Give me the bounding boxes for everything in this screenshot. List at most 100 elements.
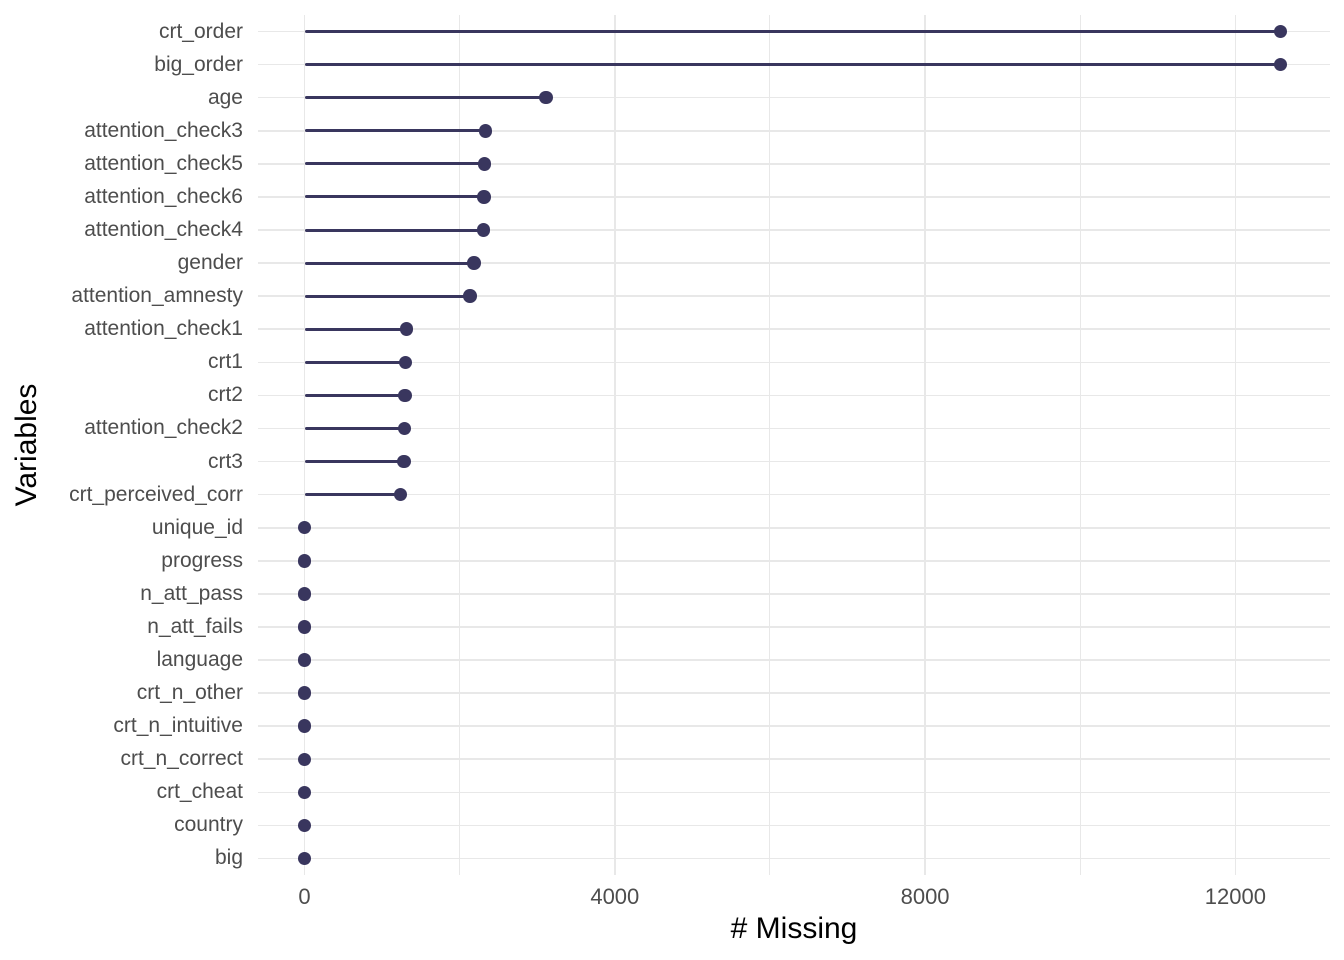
lollipop-dot	[297, 686, 312, 700]
row-gridline	[258, 328, 1330, 331]
lollipop-dot	[297, 587, 312, 601]
lollipop-row	[258, 478, 1330, 511]
lollipop-row	[258, 15, 1330, 48]
lollipop-dot	[297, 554, 312, 568]
y-tick-label: age	[207, 85, 243, 109]
lollipop-row	[258, 280, 1330, 313]
y-tick-label: crt_n_intuitive	[113, 714, 243, 738]
x-axis-title: # Missing	[730, 912, 858, 945]
y-tick-label: unique_id	[151, 515, 243, 539]
lollipop-dot	[393, 487, 408, 502]
y-tick-label: country	[174, 813, 243, 837]
x-minor-gridline	[459, 15, 461, 875]
lollipop-stick	[304, 195, 485, 199]
lollipop-dot	[476, 223, 491, 237]
x-major-gridline	[1234, 15, 1237, 875]
lollipop-dot	[397, 421, 412, 436]
row-gridline	[258, 229, 1330, 231]
lollipop-dot	[1273, 57, 1288, 72]
lollipop-row	[258, 511, 1330, 544]
x-tick-label: 4000	[590, 884, 640, 909]
row-gridline	[258, 758, 1330, 761]
lollipop-row	[258, 544, 1330, 577]
lollipop-dot	[398, 355, 413, 370]
plot-panel	[258, 15, 1330, 875]
lollipop-stick	[304, 261, 475, 265]
row-gridline	[258, 394, 1330, 397]
lollipop-row	[258, 412, 1330, 445]
row-gridline	[258, 593, 1330, 595]
row-gridline	[258, 295, 1330, 297]
y-tick-label: n_att_fails	[147, 614, 243, 638]
lollipop-row	[258, 743, 1330, 776]
row-gridline	[258, 460, 1330, 463]
lollipop-dot	[297, 851, 312, 866]
lollipop-dot	[297, 620, 312, 634]
lollipop-dot	[297, 653, 312, 667]
row-gridline	[258, 427, 1330, 430]
lollipop-row	[258, 842, 1330, 875]
y-tick-label: progress	[161, 548, 243, 572]
lollipop-row	[258, 313, 1330, 346]
row-gridline	[258, 493, 1330, 496]
y-tick-label: attention_check1	[84, 317, 243, 341]
y-tick-label: n_att_pass	[140, 581, 243, 605]
x-major-gridline	[614, 15, 616, 875]
x-minor-gridline	[1079, 15, 1081, 875]
y-tick-label: attention_check6	[84, 184, 243, 208]
lollipop-stick	[304, 162, 485, 166]
lollipop-stick	[304, 360, 406, 364]
lollipop-row	[258, 147, 1330, 180]
lollipop-row	[258, 247, 1330, 280]
lollipop-stick	[304, 96, 546, 100]
lollipop-dot	[467, 256, 481, 270]
y-tick-label: crt_order	[158, 19, 243, 43]
lollipop-dot	[297, 785, 312, 800]
lollipop-row	[258, 610, 1330, 643]
y-tick-label: big_order	[154, 52, 243, 76]
lollipop-dot	[539, 90, 553, 105]
lollipop-dot	[477, 157, 492, 171]
lollipop-row	[258, 114, 1330, 147]
x-tick-label: 0	[298, 884, 311, 909]
lollipop-stick	[304, 294, 470, 298]
lollipop-row	[258, 710, 1330, 743]
lollipop-stick	[304, 228, 484, 232]
lollipop-dot	[297, 752, 312, 766]
lollipop-dot	[477, 190, 491, 204]
row-gridline	[258, 824, 1330, 827]
lollipop-stick	[304, 129, 486, 133]
row-gridline	[258, 559, 1330, 562]
lollipop-stick	[304, 493, 401, 497]
x-tick-label: 12000	[1204, 884, 1266, 909]
row-gridline	[258, 129, 1330, 132]
y-tick-label: big	[214, 846, 243, 870]
lollipop-stick	[304, 30, 1281, 34]
lollipop-row	[258, 379, 1330, 412]
lollipop-rows	[258, 15, 1330, 875]
lollipop-dot	[478, 124, 493, 138]
y-tick-label: attention_check3	[84, 118, 243, 142]
y-tick-label: gender	[177, 251, 243, 275]
y-tick-label: attention_amnesty	[71, 284, 243, 308]
lollipop-row	[258, 643, 1330, 676]
y-tick-label: language	[156, 648, 243, 672]
row-gridline	[258, 526, 1330, 529]
lollipop-stick	[304, 393, 405, 397]
row-gridline	[258, 659, 1330, 661]
row-gridline	[258, 791, 1330, 794]
row-gridline	[258, 692, 1330, 694]
lollipop-dot	[398, 388, 412, 403]
lollipop-row	[258, 776, 1330, 809]
lollipop-row	[258, 677, 1330, 710]
row-gridline	[258, 857, 1330, 860]
lollipop-dot	[1273, 24, 1288, 39]
lollipop-row	[258, 577, 1330, 610]
row-gridline	[258, 163, 1330, 165]
y-tick-label: attention_check2	[84, 416, 243, 440]
lollipop-stick	[304, 460, 405, 464]
row-gridline	[258, 196, 1330, 198]
row-gridline	[258, 626, 1330, 628]
